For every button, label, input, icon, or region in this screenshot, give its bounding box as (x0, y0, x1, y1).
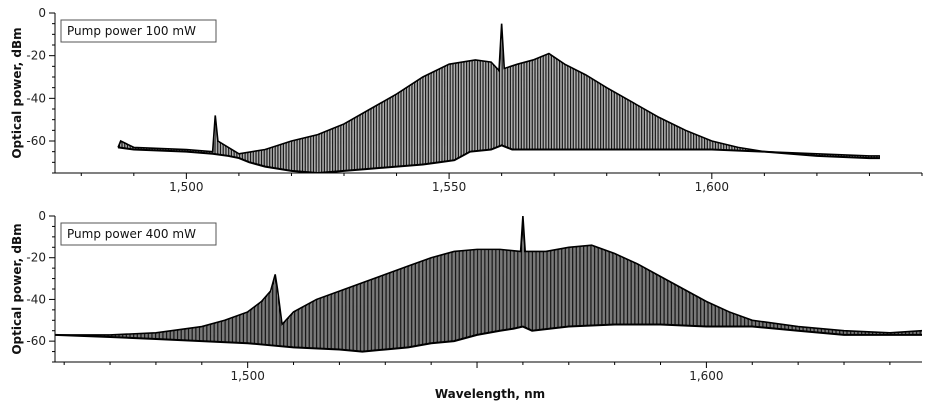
spectrum-upper-envelope (55, 216, 922, 336)
legend: Pump power 100 mW (60, 19, 217, 43)
legend-box (60, 222, 217, 246)
x-tick-label: 1,500 (169, 180, 203, 194)
x-tick-label: 1,500 (230, 369, 264, 383)
spectrum-lower-envelope (117, 144, 880, 173)
spectrum-trace (55, 216, 922, 352)
x-tick-label: 1,600 (695, 180, 729, 194)
y-tick-label: 0 (38, 209, 46, 223)
legend-label: Pump power 400 mW (67, 227, 196, 241)
y-axis-label: Optical power, dBm (10, 223, 24, 354)
x-axis-label: Wavelength, nm (435, 387, 545, 401)
y-tick-label: -60 (26, 134, 46, 148)
y-tick-label: -40 (26, 91, 46, 105)
panel-top: 0 -20 -40 -60 1,500 1,550 1,600 Optical power, … (10, 6, 923, 194)
panel-bottom: 0 -20 -40 -60 1,500 1,600 Optical power, dBm Wa… (10, 209, 922, 401)
y-axis-label: Optical power, dBm (10, 27, 24, 158)
y-tick-label: -60 (26, 334, 46, 348)
y-tick-label: -20 (26, 49, 46, 63)
y-tick-label: 0 (38, 6, 46, 20)
spectrum-lower-envelope (55, 323, 922, 353)
legend-label: Pump power 100 mW (67, 24, 196, 38)
y-tick-label: -40 (26, 292, 46, 306)
x-tick-label: 1,600 (689, 369, 723, 383)
spectrum-upper-envelope (117, 23, 880, 157)
legend: Pump power 400 mW (60, 222, 217, 246)
y-tick-label: -20 (26, 251, 46, 265)
x-tick-label: 1,550 (432, 180, 466, 194)
legend-box (60, 19, 217, 43)
